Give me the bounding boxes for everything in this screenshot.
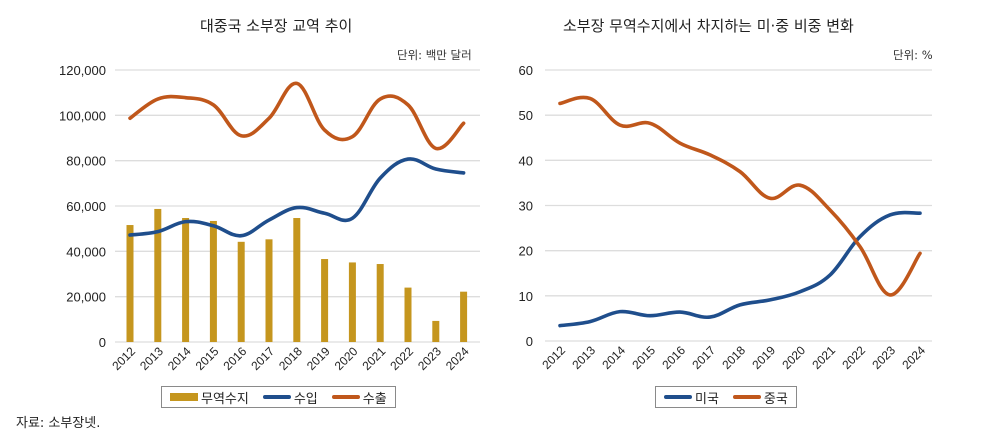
left-x-tick-label: 2015: [193, 344, 222, 373]
legend-item-china: 중국: [732, 388, 788, 407]
left-bar-2018: [293, 218, 301, 342]
left-bar-2024: [460, 291, 468, 342]
left-chart-unit: 단위: 백만 달러: [397, 48, 472, 62]
right-x-tick-label: 2016: [659, 343, 688, 372]
right-x-tick-label: 2017: [689, 343, 718, 372]
legend-item-export: 수출: [331, 388, 387, 407]
left-y-tick-label: 100,000: [59, 108, 106, 123]
right-x-tick-label: 2022: [839, 343, 868, 372]
left-y-tick-label: 120,000: [59, 63, 106, 78]
right-line-us: [558, 210, 922, 328]
left-bar-2012: [126, 225, 134, 342]
right-y-tick-label: 30: [519, 199, 533, 214]
left-bar-2014: [182, 218, 190, 342]
left-x-tick-label: 2019: [304, 344, 333, 373]
left-bar-2016: [237, 241, 245, 342]
left-y-tick-label: 40,000: [66, 244, 106, 259]
legend-swatch-export: [331, 395, 360, 399]
left-chart-title: 대중국 소부장 교역 추이: [200, 17, 353, 35]
left-x-tick-label: 2020: [332, 344, 361, 373]
right-x-tick-label: 2021: [809, 343, 838, 372]
left-bar-2021: [376, 264, 384, 342]
left-legend: 무역수지 수입 수출: [161, 386, 396, 408]
right-x-tick-label: 2012: [539, 343, 568, 372]
left-bar-2020: [348, 262, 356, 342]
left-y-tick-label: 20,000: [66, 290, 106, 305]
right-chart-title: 소부장 무역수지에서 차지하는 미·중 비중 변화: [563, 17, 854, 35]
right-chart-unit: 단위: %: [893, 48, 933, 62]
right-y-tick-label: 50: [519, 108, 533, 123]
right-x-tick-label: 2019: [749, 343, 778, 372]
legend-item-import: 수입: [262, 388, 318, 407]
left-y-tick-label: 0: [99, 335, 106, 350]
right-y-tick-label: 40: [519, 153, 533, 168]
legend-label-china: 중국: [763, 391, 788, 407]
legend-label-export: 수출: [362, 391, 387, 407]
legend-item-balance: 무역수지: [170, 388, 249, 407]
right-x-tick-label: 2013: [569, 343, 598, 372]
left-x-tick-label: 2013: [137, 344, 166, 373]
right-x-tick-label: 2024: [899, 343, 928, 372]
left-x-tick-label: 2012: [109, 344, 138, 373]
legend-item-us: 미국: [664, 388, 719, 407]
right-y-tick-label: 10: [519, 289, 533, 304]
left-x-tick-label: 2021: [360, 344, 389, 373]
left-bar-2013: [154, 208, 162, 342]
left-line-export: [128, 81, 466, 151]
right-x-tick-label: 2015: [629, 343, 658, 372]
legend-swatch-china: [732, 395, 761, 399]
right-x-tick-label: 2014: [599, 343, 628, 372]
left-bar-2019: [321, 259, 329, 342]
left-x-tick-label: 2023: [415, 344, 444, 373]
left-x-tick-label: 2024: [443, 344, 472, 373]
left-bar-2015: [209, 220, 217, 342]
left-bar-2017: [265, 239, 273, 342]
right-y-tick-label: 20: [519, 244, 533, 259]
legend-label-import: 수입: [293, 391, 318, 407]
legend-label-balance: 무역수지: [201, 391, 249, 407]
legend-swatch-us: [664, 395, 692, 399]
right-x-tick-label: 2023: [869, 343, 898, 372]
right-y-tick-label: 0: [526, 334, 533, 349]
left-bar-2022: [404, 287, 412, 342]
right-y-tick-label: 60: [519, 63, 533, 78]
right-line-china: [558, 95, 922, 297]
source-note: 자료: 소부장넷.: [16, 416, 101, 431]
left-x-tick-label: 2017: [248, 344, 277, 373]
left-y-tick-label: 80,000: [66, 154, 106, 169]
left-x-tick-label: 2018: [276, 344, 305, 373]
left-x-tick-label: 2016: [221, 344, 250, 373]
left-line-import: [128, 157, 466, 238]
legend-swatch-balance: [170, 393, 198, 401]
left-bar-2023: [432, 320, 440, 342]
right-x-tick-label: 2018: [719, 343, 748, 372]
right-x-tick-label: 2020: [779, 343, 808, 372]
right-legend: 미국 중국: [655, 386, 797, 408]
left-x-tick-label: 2014: [165, 344, 194, 373]
legend-label-us: 미국: [695, 391, 719, 407]
left-x-tick-label: 2022: [387, 344, 416, 373]
left-y-tick-label: 60,000: [66, 199, 106, 214]
legend-swatch-import: [262, 395, 291, 399]
